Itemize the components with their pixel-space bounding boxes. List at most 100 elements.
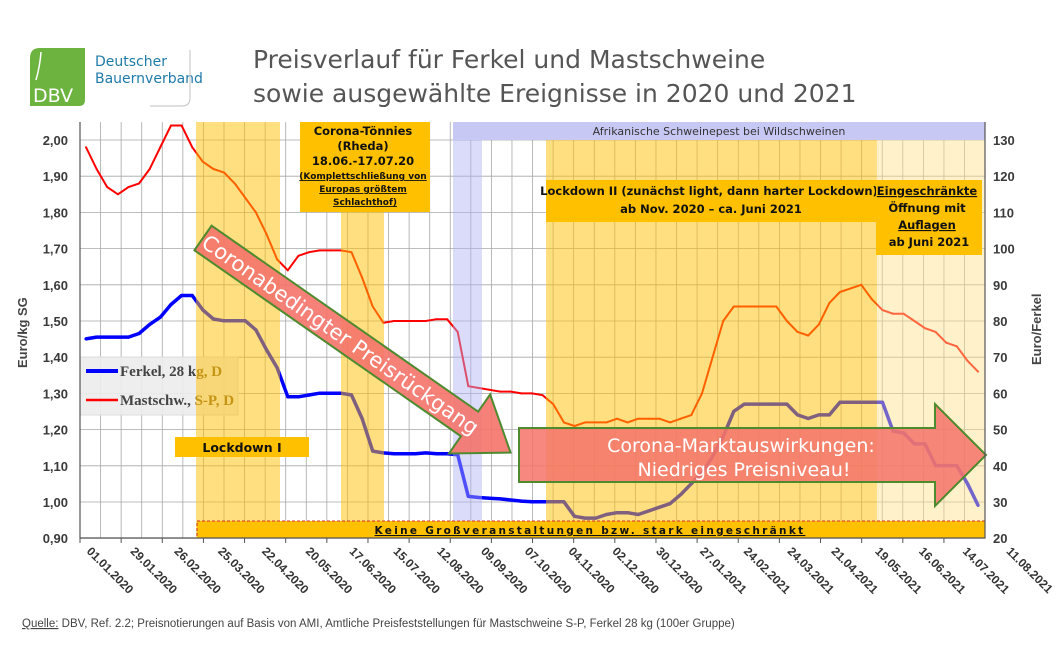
lockdown2-box — [546, 180, 877, 222]
mastschweine-point — [403, 320, 406, 322]
y-tick-right: 20 — [993, 531, 1007, 546]
x-tick-label: 11.08.2021 — [1004, 544, 1056, 596]
logo-leaf-icon — [35, 51, 42, 81]
logo-mark-text: DBV — [33, 85, 73, 107]
mastschweine-point — [945, 341, 948, 344]
mastschweine-point — [329, 249, 332, 252]
opening-box — [876, 180, 982, 255]
y-tick-right: 110 — [993, 205, 1014, 220]
mastschweine-point — [509, 390, 512, 393]
mastschweine-point — [392, 320, 395, 322]
mastschweine-point — [148, 167, 151, 170]
mastschweine-point — [95, 167, 98, 170]
toennies-label: Corona-Tönnies (Rheda) 18.06.-17.07.20 (… — [299, 124, 430, 208]
dbv-logo: DBV Deutscher Bauernverband — [30, 48, 203, 107]
lockdown1-label: Lockdown I — [202, 440, 281, 455]
mastschweine-point — [446, 318, 449, 321]
ferkel-point — [403, 452, 407, 456]
arrow-shape-decline — [193, 224, 512, 455]
ferkel-point — [296, 395, 300, 399]
mastschweine-point — [169, 124, 172, 127]
mastschweine-point — [456, 330, 459, 333]
opening-label: Eingeschränkte Öffnung mit Auflagen ab J… — [877, 184, 981, 249]
mastschweine-point — [138, 182, 141, 185]
mastschweine-point — [902, 312, 905, 315]
mastschweine-point — [477, 386, 480, 389]
ferkel-point — [105, 335, 109, 339]
lockdown2-label: Lockdown II (zunächst light, dann harter… — [540, 184, 882, 216]
mastschweine-point — [488, 388, 491, 391]
ferkel-point — [976, 503, 980, 508]
chart-title-line2: sowie ausgewählte Ereignisse in 2020 und… — [253, 79, 857, 108]
ferkel-point — [530, 500, 534, 504]
ferkel-point — [95, 335, 99, 339]
y-tick-left: 1,90 — [43, 169, 68, 184]
ferkel-point — [413, 452, 417, 456]
y-tick-left: 2,00 — [43, 133, 68, 148]
y-tick-left: 0,90 — [43, 531, 68, 546]
y-tick-left: 1,50 — [43, 314, 68, 329]
mastschweine-point — [127, 186, 130, 189]
ferkel-point — [519, 499, 524, 503]
chart-title-line1: Preisverlauf für Ferkel und Mastschweine — [253, 45, 765, 74]
ferkel-point — [179, 293, 184, 298]
y-tick-left: 1,40 — [43, 350, 68, 365]
y-tick-right: 30 — [993, 495, 1007, 510]
y-tick-left: 1,20 — [43, 423, 68, 438]
ferkel-point — [148, 322, 152, 327]
mastschweine-point — [520, 392, 523, 395]
ferkel-point — [116, 335, 120, 339]
asp-label: Afrikanische Schweinepest bei Wildschwei… — [593, 125, 846, 138]
mastschweine-point — [180, 124, 183, 127]
ferkel-point — [541, 500, 545, 504]
y-tick-left: 1,60 — [43, 278, 68, 293]
ferkel-point — [392, 452, 396, 456]
y-tick-right: 80 — [993, 314, 1007, 329]
y-tick-left: 1,10 — [43, 459, 68, 474]
mastschweine-point — [892, 312, 895, 315]
mastschweine-point — [499, 390, 502, 393]
source-note: Quelle: DBV, Ref. 2.2; Preisnotierungen … — [22, 618, 735, 630]
annotation-boxes: Corona-Tönnies (Rheda) 18.06.-17.07.20 (… — [175, 122, 986, 539]
mastschweine-point — [297, 254, 300, 257]
band-lockdown-1 — [196, 122, 280, 538]
ferkel-point — [466, 494, 470, 498]
y-tick-right: 130 — [993, 133, 1015, 148]
arrow-market-effects: Corona-Marktauswirkungen: Niedriges Prei… — [518, 401, 988, 509]
ferkel-point — [965, 482, 970, 486]
mastschweine-point — [308, 251, 311, 254]
mastschweine-point — [955, 345, 958, 348]
ferkel-point — [434, 452, 439, 456]
logo-line1: Deutscher — [95, 54, 167, 70]
ferkel-point — [137, 331, 141, 336]
mastschweine-point — [159, 146, 162, 149]
lockdown1-box — [175, 437, 309, 457]
mastschweine-point — [106, 186, 109, 189]
mastschweine-point — [286, 269, 289, 272]
toennies-box — [300, 122, 430, 212]
mastschweine-point — [318, 249, 321, 252]
mastschweine-point — [541, 394, 544, 397]
ferkel-point — [190, 293, 194, 298]
mastschweine-point — [467, 385, 470, 388]
y-tick-right: 50 — [993, 423, 1007, 438]
ferkel-point — [880, 400, 885, 404]
y-tick-right: 70 — [993, 350, 1007, 365]
y-tick-left: 1,70 — [43, 242, 68, 257]
mastschweine-point — [191, 146, 194, 149]
y-tick-left: 1,00 — [43, 495, 68, 510]
mastschweine-point — [913, 320, 916, 322]
mastschweine-point — [881, 309, 884, 312]
mastschweine-point — [414, 320, 417, 322]
band-asp — [453, 122, 482, 538]
ferkel-point — [84, 337, 88, 341]
mastschweine-point — [85, 146, 87, 149]
ferkel-point — [318, 391, 322, 395]
arrow-shape-market — [518, 401, 988, 509]
ferkel-point — [169, 302, 173, 307]
x-tick-label: 04.11.2020 — [566, 544, 618, 596]
events-banner-label: Keine Großveranstaltungen bzw. stark ein… — [375, 525, 806, 537]
mastschweine-point — [934, 330, 937, 333]
y-tick-right: 60 — [993, 386, 1007, 401]
